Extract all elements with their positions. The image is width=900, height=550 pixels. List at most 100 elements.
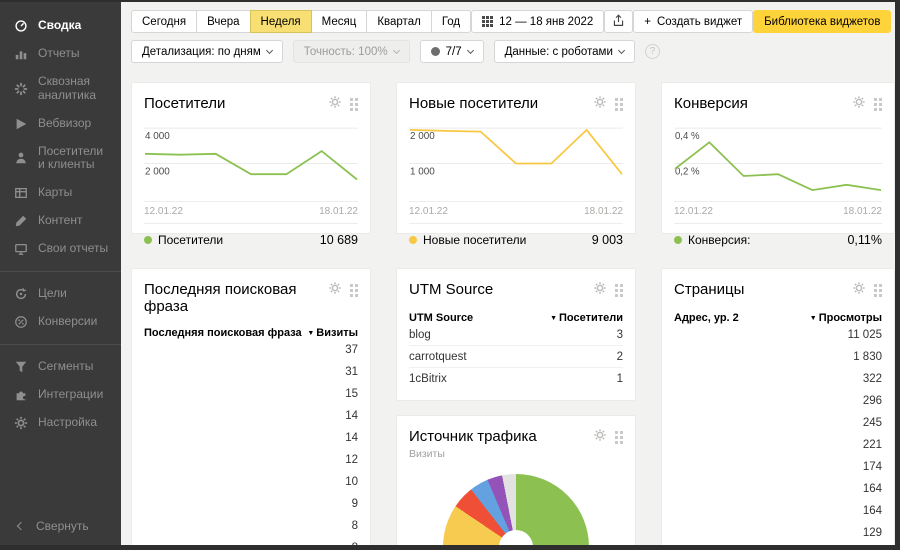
x-axis-labels: 12.01.22 18.01.22 — [674, 201, 882, 217]
column-header-dimension[interactable]: Последняя поисковая фраза — [144, 327, 302, 339]
period-week-button[interactable]: Неделя — [249, 10, 312, 33]
conversion-line-chart: 0,4 % 0,2 % — [674, 127, 882, 192]
table-header: UTM Source ▼ Посетители — [409, 312, 623, 324]
sidebar-item-reports[interactable]: Отчеты — [0, 40, 121, 68]
sort-desc-icon: ▼ — [809, 315, 817, 322]
table-row[interactable]: 8 — [144, 537, 358, 545]
export-button[interactable] — [604, 10, 634, 33]
widget-settings-icon[interactable] — [593, 428, 607, 447]
column-header-dimension[interactable]: UTM Source — [409, 312, 474, 324]
help-icon[interactable]: ? — [644, 44, 660, 59]
table-row[interactable]: 12 — [345, 454, 358, 466]
table-row[interactable]: 31 — [345, 366, 358, 378]
table-row[interactable]: 8 — [351, 520, 358, 532]
sidebar-item-custom-reports[interactable]: Свои отчеты — [0, 235, 121, 263]
column-header-metric[interactable]: ▼ Посетители — [550, 312, 623, 324]
date-range-button[interactable]: 12 — 18 янв 2022 — [471, 10, 605, 33]
widget-settings-icon[interactable] — [328, 281, 342, 300]
sidebar-item-maps[interactable]: Карты — [0, 179, 121, 207]
data-robots-dropdown[interactable]: Данные: с роботами — [493, 40, 635, 63]
widget-pages: Страницы Адрес, ур. 2 ▼ Просмотры 11 025 — [661, 268, 895, 545]
legend-value: 10 689 — [319, 233, 358, 247]
comments-dropdown[interactable]: 7/7 — [419, 40, 484, 63]
period-quarter-button[interactable]: Квартал — [366, 10, 432, 33]
table-row[interactable]: 9 — [351, 498, 358, 510]
widget-drag-handle[interactable] — [615, 431, 623, 444]
table-row[interactable]: 296 — [862, 395, 882, 407]
table-row[interactable]: 245 — [862, 417, 882, 429]
chart-legend: Новые посетители 9 003 — [409, 223, 623, 247]
column-header-metric[interactable]: ▼ Визиты — [307, 327, 358, 339]
table-row[interactable]: 15 — [345, 388, 358, 400]
table-row[interactable]: 174 — [862, 461, 882, 473]
table-row[interactable]: 37 — [345, 344, 358, 356]
pencil-icon — [13, 214, 29, 228]
table-row[interactable]: 322 — [862, 373, 882, 385]
widget-drag-handle[interactable] — [350, 284, 358, 297]
period-yesterday-button[interactable]: Вчера — [196, 10, 251, 33]
widget-settings-icon[interactable] — [593, 95, 607, 114]
sidebar-item-webvisor[interactable]: Вебвизор — [0, 110, 121, 138]
widget-visitors: Посетители 4 000 2 000 12.01.22 18.01.22 … — [131, 82, 371, 247]
table-row[interactable]: 1 830 — [853, 351, 882, 363]
detalization-dropdown[interactable]: Детализация: по дням — [131, 40, 283, 63]
widget-settings-icon[interactable] — [852, 281, 866, 300]
table-row[interactable]: blog 3 — [409, 324, 623, 346]
period-today-button[interactable]: Сегодня — [131, 10, 198, 33]
widget-drag-handle[interactable] — [874, 98, 882, 111]
table-body: blog 3 carrotquest 2 1cBitrix 1 — [409, 324, 623, 390]
person-icon — [13, 151, 29, 165]
gauge-icon — [13, 19, 29, 33]
sidebar-item-label: Сегменты — [38, 359, 94, 374]
sidebar-item-content[interactable]: Контент — [0, 207, 121, 235]
sidebar-item-cross-analytics[interactable]: Сквозная аналитика — [0, 68, 121, 110]
widget-drag-handle[interactable] — [615, 284, 623, 297]
column-header-dimension[interactable]: Адрес, ур. 2 — [674, 312, 739, 324]
widget-drag-handle[interactable] — [615, 98, 623, 111]
sidebar-collapse-button[interactable]: Свернуть — [0, 519, 121, 533]
sidebar-item-segments[interactable]: Сегменты — [0, 353, 121, 381]
widget-drag-handle[interactable] — [350, 98, 358, 111]
column-header-metric[interactable]: ▼ Просмотры — [809, 312, 882, 324]
comment-icon — [430, 47, 440, 56]
widget-library-button[interactable]: Библиотека виджетов — [753, 10, 892, 33]
sidebar-item-integrations[interactable]: Интеграции — [0, 381, 121, 409]
table-row[interactable]: 129 — [862, 527, 882, 539]
table-row[interactable]: 164 — [862, 505, 882, 517]
sidebar-item-goals[interactable]: Цели — [0, 280, 121, 308]
sidebar-item-label: Конверсии — [38, 314, 98, 329]
table-row[interactable]: 10 — [345, 476, 358, 488]
widget-settings-icon[interactable] — [852, 95, 866, 114]
sidebar-item-label: Сводка — [38, 18, 82, 33]
sidebar-item-visitors-clients[interactable]: Посетители и клиенты — [0, 138, 121, 180]
sidebar-divider — [0, 271, 121, 273]
create-widget-button[interactable]: + Создать виджет — [633, 10, 754, 33]
sidebar-item-label: Интеграции — [38, 387, 104, 402]
sidebar-item-conversions[interactable]: Конверсии — [0, 308, 121, 336]
period-month-button[interactable]: Месяц — [310, 10, 368, 33]
sidebar-item-summary[interactable]: Сводка — [0, 12, 121, 40]
table-body: 37 31 15 — [144, 339, 358, 545]
widget-settings-icon[interactable] — [328, 95, 342, 114]
widget-drag-handle[interactable] — [874, 284, 882, 297]
table-row[interactable]: 1cBitrix 1 — [409, 373, 623, 385]
table-row[interactable]: 11 025 — [847, 329, 882, 341]
spokes-icon — [13, 82, 29, 96]
table-row[interactable]: 164 — [862, 483, 882, 495]
table-row[interactable]: 221 — [862, 439, 882, 451]
x-axis-labels: 12.01.22 18.01.22 — [409, 201, 623, 217]
legend-dot — [144, 236, 152, 244]
table-row[interactable]: carrotquest 2 — [409, 346, 623, 368]
widget-settings-icon[interactable] — [593, 281, 607, 300]
widget-traffic-source: Источник трафика Визиты — [396, 415, 636, 545]
period-year-button[interactable]: Год — [430, 10, 472, 33]
table-body: 11 025 1 830 322 — [674, 324, 882, 544]
accuracy-label: Точность: 100% — [303, 45, 388, 58]
legend-dot — [409, 236, 417, 244]
table-row[interactable]: 14 — [345, 432, 358, 444]
table-row[interactable]: 14 — [345, 410, 358, 422]
play-icon — [13, 117, 29, 131]
widget-last-search-phrase: Последняя поисковая фраза Последняя поис… — [131, 268, 371, 545]
legend-label: Конверсия: — [688, 233, 751, 247]
sidebar-item-settings[interactable]: Настройка — [0, 409, 121, 437]
